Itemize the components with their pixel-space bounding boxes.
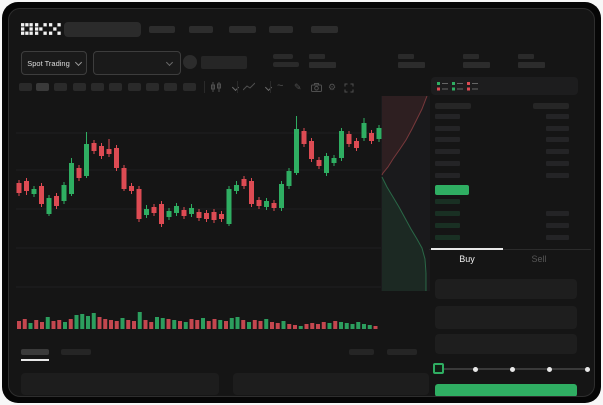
orderbook-bid-price-placeholder[interactable] xyxy=(435,235,460,240)
orderbook-bids-icon[interactable] xyxy=(452,81,463,92)
orderbook-ask-amount-placeholder[interactable] xyxy=(546,114,569,119)
bottom-panel-left xyxy=(21,373,219,395)
interval-button-placeholder[interactable] xyxy=(128,83,141,91)
nav-item-placeholder[interactable] xyxy=(269,26,293,33)
order-price-input[interactable] xyxy=(435,279,577,299)
orderbook-bid-amount-placeholder[interactable] xyxy=(546,211,569,216)
bottom-tab-active-placeholder[interactable] xyxy=(21,349,49,355)
buy-sell-active-indicator xyxy=(431,248,503,250)
change-label-placeholder xyxy=(273,54,293,59)
stat-label-placeholder xyxy=(398,54,414,59)
orderbook-bid-amount-placeholder[interactable] xyxy=(546,223,569,228)
stat-value-placeholder xyxy=(398,62,425,68)
settings-gear-icon[interactable]: ⚙ xyxy=(328,82,337,92)
change-value-placeholder xyxy=(273,62,299,67)
orderbook-asks-icon[interactable] xyxy=(467,81,478,92)
interval-button-placeholder[interactable] xyxy=(36,83,49,91)
orderbook-bid-price-placeholder[interactable] xyxy=(435,223,460,228)
tab-buy[interactable]: Buy xyxy=(459,254,475,264)
interval-button-placeholder[interactable] xyxy=(109,83,122,91)
bottom-right-tab-placeholder[interactable] xyxy=(387,349,417,355)
chart-gridlines xyxy=(16,132,430,288)
chart-type-icon[interactable] xyxy=(210,82,222,92)
orderbook-bid-amount-placeholder[interactable] xyxy=(546,235,569,240)
orderbook-combined-icon[interactable] xyxy=(437,81,448,92)
interval-button-placeholder[interactable] xyxy=(183,83,196,91)
orderbook-ask-price-placeholder[interactable] xyxy=(435,114,460,119)
nav-item-placeholder[interactable] xyxy=(149,26,175,33)
stat-value-placeholder xyxy=(463,62,490,68)
bottom-right-tab-placeholder[interactable] xyxy=(349,349,374,355)
stat-label-placeholder xyxy=(463,54,479,59)
slider-dot[interactable] xyxy=(510,366,515,372)
slider-handle[interactable] xyxy=(433,363,444,374)
nav-item-placeholder[interactable] xyxy=(311,26,338,33)
tab-sell[interactable]: Sell xyxy=(531,254,547,264)
okx-logo xyxy=(21,23,61,35)
orderbook-ask-price-placeholder[interactable] xyxy=(435,173,460,178)
trade-tabs-divider xyxy=(429,249,591,250)
indicators-icon[interactable] xyxy=(243,82,255,92)
orderbook-ask-price-placeholder[interactable] xyxy=(435,126,460,131)
market-type-selector[interactable]: Spot Trading xyxy=(21,51,87,75)
candlestick-chart[interactable] xyxy=(16,96,430,331)
stat-label-placeholder xyxy=(518,54,534,59)
fullscreen-icon[interactable] xyxy=(344,83,354,93)
pair-price-placeholder xyxy=(201,56,247,69)
slider-dot[interactable] xyxy=(547,366,553,372)
chevron-down-icon xyxy=(74,58,82,67)
orderbook-last-price-highlight[interactable] xyxy=(435,185,469,195)
candles xyxy=(16,116,382,227)
market-type-label: Spot Trading xyxy=(27,58,70,68)
bottom-tab-underline xyxy=(21,359,49,361)
stat-value-placeholder xyxy=(518,62,545,68)
volume-bars xyxy=(17,312,378,329)
stat-value-placeholder xyxy=(309,62,336,68)
interval-button-placeholder[interactable] xyxy=(73,83,86,91)
interval-button-placeholder[interactable] xyxy=(91,83,104,91)
coin-avatar xyxy=(183,55,197,69)
pair-selector-dropdown[interactable] xyxy=(93,51,181,75)
orderbook-ask-amount-placeholder[interactable] xyxy=(546,126,569,131)
search-input[interactable] xyxy=(64,22,141,37)
orderbook-ask-amount-placeholder[interactable] xyxy=(546,149,569,154)
orderbook-bid-price-placeholder[interactable] xyxy=(435,199,460,204)
orderbook-ask-amount-placeholder[interactable] xyxy=(546,173,569,178)
orderbook-ask-price-placeholder[interactable] xyxy=(435,149,460,154)
chevron-down-icon xyxy=(165,58,174,67)
okx-trading-app: Spot Trading ~ ✎ xyxy=(8,8,595,397)
depth-chart xyxy=(381,96,430,291)
slider-dot[interactable] xyxy=(584,366,590,372)
order-total-input[interactable] xyxy=(435,334,577,354)
orderbook-header-amount-placeholder xyxy=(533,103,569,109)
camera-icon[interactable] xyxy=(311,83,322,92)
interval-button-placeholder[interactable] xyxy=(54,83,67,91)
nav-item-placeholder[interactable] xyxy=(229,26,256,33)
interval-button-placeholder[interactable] xyxy=(164,83,177,91)
line-tool-icon[interactable]: ~ xyxy=(277,80,284,92)
orderbook-header-price-placeholder xyxy=(435,103,471,109)
submit-buy-button[interactable] xyxy=(435,384,577,396)
orderbook-ask-price-placeholder[interactable] xyxy=(435,137,460,142)
interval-button-placeholder[interactable] xyxy=(146,83,159,91)
orderbook-ask-price-placeholder[interactable] xyxy=(435,161,460,166)
orderbook-ask-amount-placeholder[interactable] xyxy=(546,161,569,166)
interval-button-placeholder[interactable] xyxy=(19,83,32,91)
orderbook-ask-amount-placeholder[interactable] xyxy=(546,137,569,142)
stat-label-placeholder xyxy=(309,54,325,59)
nav-item-placeholder[interactable] xyxy=(189,26,213,33)
draw-tool-icon[interactable]: ✎ xyxy=(294,82,302,92)
slider-dot[interactable] xyxy=(472,366,478,372)
orderbook-bid-price-placeholder[interactable] xyxy=(435,211,460,216)
bottom-panel-right xyxy=(233,373,429,395)
bottom-tab-placeholder[interactable] xyxy=(61,349,91,355)
order-amount-input[interactable] xyxy=(435,306,577,329)
